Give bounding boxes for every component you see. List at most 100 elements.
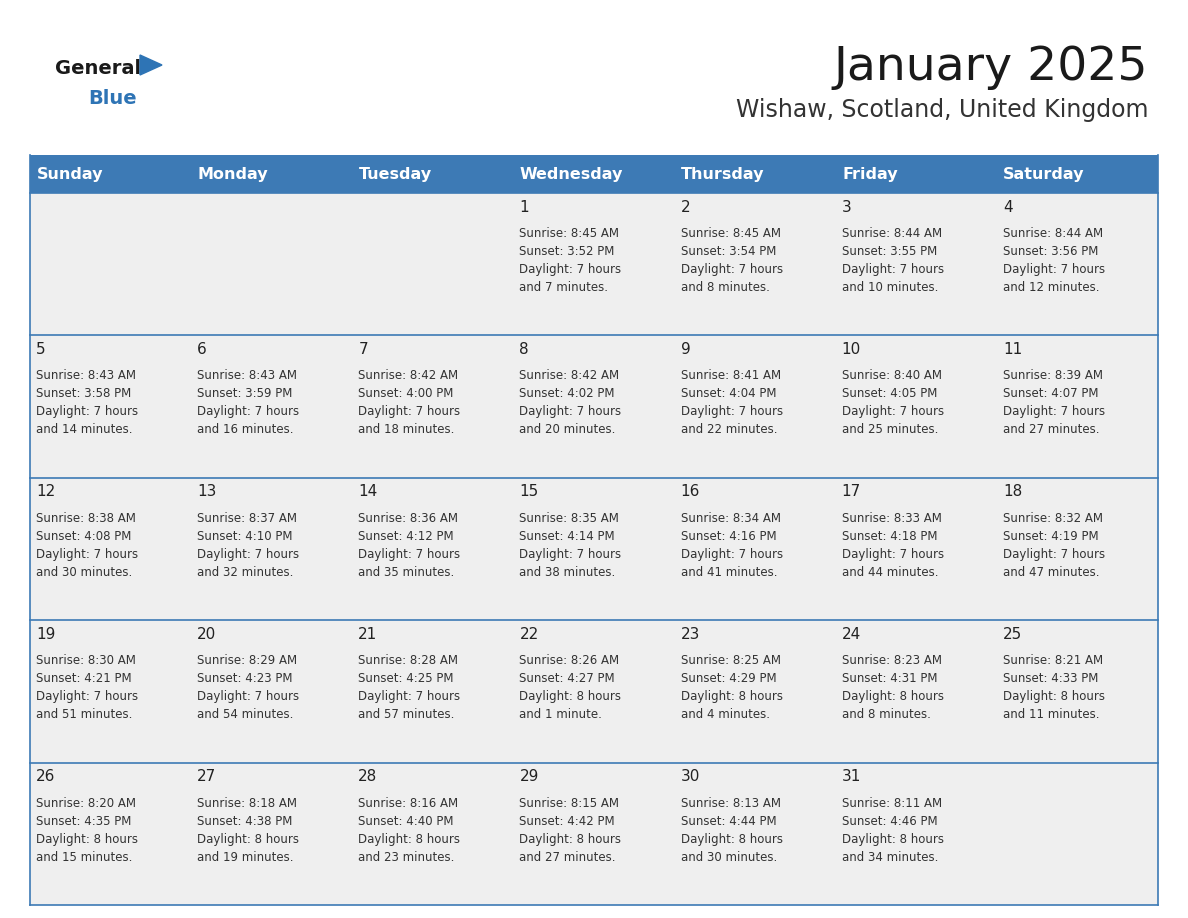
Text: 14: 14 [359, 485, 378, 499]
Text: Monday: Monday [197, 166, 268, 182]
Text: Sunset: 4:44 PM: Sunset: 4:44 PM [681, 814, 776, 828]
Text: Sunset: 4:08 PM: Sunset: 4:08 PM [36, 530, 132, 543]
Text: and 10 minutes.: and 10 minutes. [842, 281, 939, 294]
Text: Daylight: 8 hours: Daylight: 8 hours [681, 690, 783, 703]
Text: Daylight: 7 hours: Daylight: 7 hours [519, 406, 621, 419]
Text: 6: 6 [197, 341, 207, 357]
Text: 30: 30 [681, 769, 700, 784]
Polygon shape [140, 55, 162, 75]
Text: Sunset: 4:25 PM: Sunset: 4:25 PM [359, 672, 454, 685]
Text: and 57 minutes.: and 57 minutes. [359, 708, 455, 722]
Text: Sunset: 4:27 PM: Sunset: 4:27 PM [519, 672, 615, 685]
Text: and 12 minutes.: and 12 minutes. [1003, 281, 1099, 294]
Text: and 23 minutes.: and 23 minutes. [359, 851, 455, 864]
Text: January 2025: January 2025 [834, 46, 1148, 91]
Text: 16: 16 [681, 485, 700, 499]
Text: Daylight: 7 hours: Daylight: 7 hours [197, 690, 299, 703]
Text: and 18 minutes.: and 18 minutes. [359, 423, 455, 436]
Text: 2: 2 [681, 199, 690, 215]
Text: Daylight: 7 hours: Daylight: 7 hours [681, 263, 783, 276]
Text: 21: 21 [359, 627, 378, 642]
Text: Sunset: 4:10 PM: Sunset: 4:10 PM [197, 530, 292, 543]
Text: Sunrise: 8:45 AM: Sunrise: 8:45 AM [681, 227, 781, 240]
Text: Wednesday: Wednesday [520, 166, 624, 182]
Text: Sunrise: 8:44 AM: Sunrise: 8:44 AM [1003, 227, 1102, 240]
Text: Wishaw, Scotland, United Kingdom: Wishaw, Scotland, United Kingdom [735, 98, 1148, 122]
Text: Sunrise: 8:41 AM: Sunrise: 8:41 AM [681, 369, 781, 383]
Text: Sunset: 4:40 PM: Sunset: 4:40 PM [359, 814, 454, 828]
Text: Sunrise: 8:45 AM: Sunrise: 8:45 AM [519, 227, 619, 240]
Text: Sunset: 4:29 PM: Sunset: 4:29 PM [681, 672, 776, 685]
Text: Daylight: 7 hours: Daylight: 7 hours [842, 406, 943, 419]
Text: 13: 13 [197, 485, 216, 499]
Text: 15: 15 [519, 485, 538, 499]
Text: Sunrise: 8:44 AM: Sunrise: 8:44 AM [842, 227, 942, 240]
Text: 1: 1 [519, 199, 529, 215]
Text: Daylight: 7 hours: Daylight: 7 hours [36, 406, 138, 419]
Text: Daylight: 7 hours: Daylight: 7 hours [1003, 406, 1105, 419]
Text: Sunset: 3:58 PM: Sunset: 3:58 PM [36, 387, 131, 400]
Bar [30, 621, 1158, 763]
Text: and 8 minutes.: and 8 minutes. [842, 708, 930, 722]
Text: and 4 minutes.: and 4 minutes. [681, 708, 770, 722]
Text: Sunset: 4:12 PM: Sunset: 4:12 PM [359, 530, 454, 543]
Text: Sunset: 4:14 PM: Sunset: 4:14 PM [519, 530, 615, 543]
Text: Sunset: 4:33 PM: Sunset: 4:33 PM [1003, 672, 1098, 685]
Text: Sunrise: 8:40 AM: Sunrise: 8:40 AM [842, 369, 942, 383]
Bar [513, 155, 675, 193]
Text: Daylight: 7 hours: Daylight: 7 hours [36, 548, 138, 561]
Text: Sunset: 3:52 PM: Sunset: 3:52 PM [519, 245, 615, 258]
Bar [30, 335, 1158, 477]
Text: Sunrise: 8:23 AM: Sunrise: 8:23 AM [842, 655, 942, 667]
Text: General: General [55, 59, 141, 77]
Text: and 35 minutes.: and 35 minutes. [359, 565, 455, 579]
Bar [30, 477, 1158, 621]
Text: Daylight: 7 hours: Daylight: 7 hours [519, 548, 621, 561]
Text: Daylight: 7 hours: Daylight: 7 hours [842, 263, 943, 276]
Text: and 14 minutes.: and 14 minutes. [36, 423, 133, 436]
Text: Sunset: 4:05 PM: Sunset: 4:05 PM [842, 387, 937, 400]
Text: Sunrise: 8:11 AM: Sunrise: 8:11 AM [842, 797, 942, 810]
Text: Sunset: 4:21 PM: Sunset: 4:21 PM [36, 672, 132, 685]
Text: and 1 minute.: and 1 minute. [519, 708, 602, 722]
Text: Sunrise: 8:18 AM: Sunrise: 8:18 AM [197, 797, 297, 810]
Text: and 7 minutes.: and 7 minutes. [519, 281, 608, 294]
Text: 12: 12 [36, 485, 56, 499]
Text: 10: 10 [842, 341, 861, 357]
Text: and 8 minutes.: and 8 minutes. [681, 281, 770, 294]
Text: Sunset: 4:07 PM: Sunset: 4:07 PM [1003, 387, 1099, 400]
Text: and 20 minutes.: and 20 minutes. [519, 423, 615, 436]
Text: Daylight: 8 hours: Daylight: 8 hours [681, 833, 783, 845]
Text: Tuesday: Tuesday [359, 166, 432, 182]
Text: and 34 minutes.: and 34 minutes. [842, 851, 939, 864]
Text: and 41 minutes.: and 41 minutes. [681, 565, 777, 579]
Text: 4: 4 [1003, 199, 1012, 215]
Text: Sunset: 4:46 PM: Sunset: 4:46 PM [842, 814, 937, 828]
Text: Daylight: 7 hours: Daylight: 7 hours [359, 548, 461, 561]
Bar [191, 155, 353, 193]
Text: Daylight: 8 hours: Daylight: 8 hours [1003, 690, 1105, 703]
Text: Daylight: 7 hours: Daylight: 7 hours [359, 406, 461, 419]
Text: Daylight: 7 hours: Daylight: 7 hours [36, 690, 138, 703]
Text: 5: 5 [36, 341, 45, 357]
Text: 24: 24 [842, 627, 861, 642]
Text: and 38 minutes.: and 38 minutes. [519, 565, 615, 579]
Text: 17: 17 [842, 485, 861, 499]
Text: Sunrise: 8:29 AM: Sunrise: 8:29 AM [197, 655, 297, 667]
Text: and 30 minutes.: and 30 minutes. [36, 565, 132, 579]
Text: Sunrise: 8:20 AM: Sunrise: 8:20 AM [36, 797, 135, 810]
Text: Daylight: 7 hours: Daylight: 7 hours [197, 406, 299, 419]
Text: 19: 19 [36, 627, 56, 642]
Text: Sunset: 4:18 PM: Sunset: 4:18 PM [842, 530, 937, 543]
Text: 8: 8 [519, 341, 529, 357]
Text: 22: 22 [519, 627, 538, 642]
Text: Sunrise: 8:36 AM: Sunrise: 8:36 AM [359, 512, 459, 525]
Text: Daylight: 7 hours: Daylight: 7 hours [1003, 263, 1105, 276]
Text: Sunset: 4:00 PM: Sunset: 4:00 PM [359, 387, 454, 400]
Text: Daylight: 8 hours: Daylight: 8 hours [842, 690, 943, 703]
Text: and 47 minutes.: and 47 minutes. [1003, 565, 1099, 579]
Text: Saturday: Saturday [1004, 166, 1085, 182]
Text: Sunset: 4:42 PM: Sunset: 4:42 PM [519, 814, 615, 828]
Text: Sunrise: 8:38 AM: Sunrise: 8:38 AM [36, 512, 135, 525]
Text: and 11 minutes.: and 11 minutes. [1003, 708, 1099, 722]
